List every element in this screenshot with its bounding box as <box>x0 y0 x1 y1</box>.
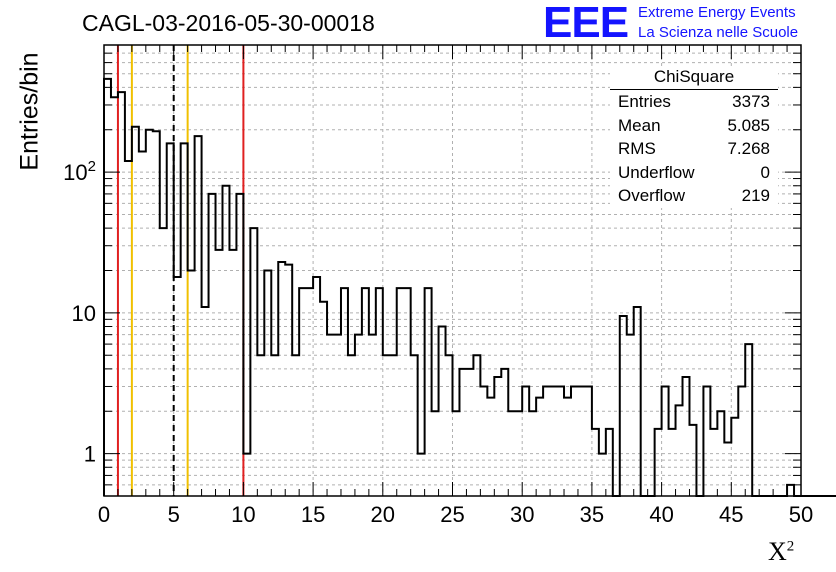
x-tick-label: 35 <box>580 502 604 527</box>
x-tick-label: 15 <box>301 502 325 527</box>
stats-value: 3373 <box>732 92 770 111</box>
stats-box: ChiSquare Entries 3373 Mean 5.085 RMS 7.268… <box>610 66 778 208</box>
x-tick-label: 25 <box>440 502 464 527</box>
stats-label: RMS <box>618 139 656 158</box>
histogram-series <box>103 77 836 497</box>
stats-row: RMS 7.268 <box>610 137 778 161</box>
x-axis-label: X2 <box>768 537 795 566</box>
axes: 0 5 10 15 20 25 30 35 40 45 50 1 10 102 <box>63 44 813 527</box>
x-tick-label: 30 <box>510 502 534 527</box>
x-tick-label: 0 <box>98 502 110 527</box>
stats-row: Mean 5.085 <box>610 114 778 138</box>
logo-line-2: La Scienza nelle Scuole <box>638 24 799 41</box>
y-axis-label: Entries/bin <box>15 52 44 171</box>
x-tick-label: 45 <box>719 502 743 527</box>
stats-label: Underflow <box>618 162 695 182</box>
stats-label: Mean <box>618 115 661 135</box>
histogram-line <box>103 77 836 497</box>
stats-row: Underflow 0 <box>610 161 778 185</box>
x-tick-label: 20 <box>371 502 395 527</box>
eee-logo: EEE <box>543 0 629 47</box>
stats-value: 5.085 <box>727 115 770 135</box>
stats-box-title: ChiSquare <box>610 66 778 90</box>
x-tick-label: 40 <box>649 502 673 527</box>
y-tick-label: 102 <box>63 158 96 185</box>
logo-line-1: Extreme Energy Events <box>638 4 796 21</box>
stats-value: 7.268 <box>727 139 770 158</box>
stats-row: Entries 3373 <box>610 90 778 114</box>
x-tick-label: 10 <box>231 502 255 527</box>
x-tick-label: 50 <box>789 502 813 527</box>
y-tick-label: 1 <box>84 442 96 467</box>
stats-label: Entries <box>618 92 671 111</box>
stats-row: Overflow 219 <box>610 184 778 208</box>
y-tick-label: 10 <box>72 301 96 326</box>
x-tick-label: 5 <box>168 502 180 527</box>
stats-label: Overflow <box>618 186 686 205</box>
stats-value: 219 <box>741 186 770 205</box>
stats-value: 0 <box>760 162 770 182</box>
chart-title: CAGL-03-2016-05-30-00018 <box>82 10 375 36</box>
